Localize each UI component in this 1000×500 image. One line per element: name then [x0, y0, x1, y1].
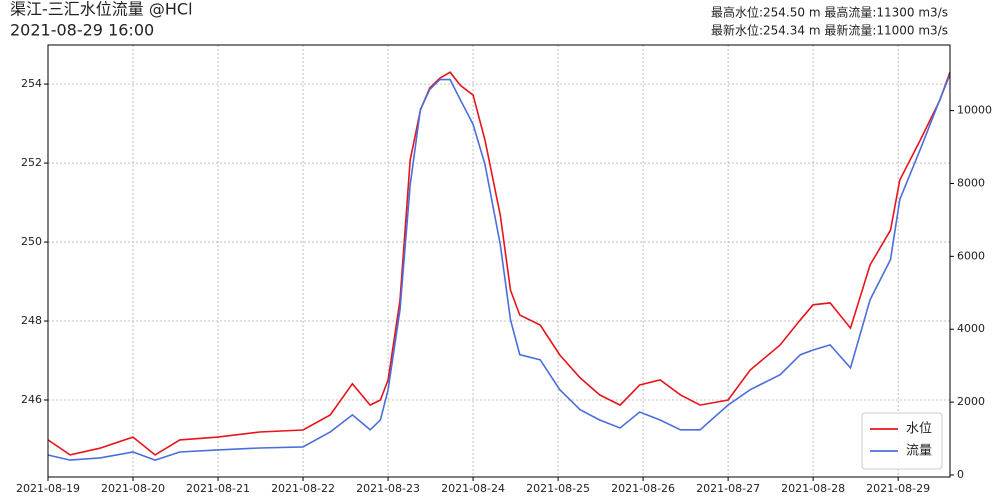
info-max: 最高水位:254.50 m 最高流量:11300 m3/s: [711, 5, 948, 20]
y-tick-label: 254: [21, 77, 42, 90]
y2-tick-label: 6000: [957, 249, 985, 262]
x-tick-label: 2021-08-29: [866, 482, 930, 495]
x-tick-label: 2021-08-28: [781, 482, 845, 495]
y-tick-label: 248: [21, 314, 42, 327]
y2-tick-label: 0: [957, 468, 964, 481]
info-latest: 最新水位:254.34 m 最新流量:11000 m3/s: [711, 23, 948, 38]
chart-subtitle: 2021-08-29 16:00: [10, 21, 154, 40]
series-line: [47, 71, 951, 456]
series-line: [47, 74, 951, 461]
y-tick-label: 246: [21, 393, 42, 406]
plot-frame: [47, 44, 951, 478]
x-tick-label: 2021-08-24: [441, 482, 505, 495]
legend-label: 流量: [906, 444, 932, 459]
y2-tick-label: 10000: [957, 104, 992, 117]
y-tick-label: 252: [21, 156, 42, 169]
x-tick-label: 2021-08-19: [16, 482, 80, 495]
y2-tick-label: 2000: [957, 395, 985, 408]
legend-box: [861, 412, 943, 470]
x-tick-label: 2021-08-25: [526, 482, 590, 495]
x-tick-label: 2021-08-20: [101, 482, 165, 495]
y2-tick-label: 8000: [957, 176, 985, 189]
x-tick-label: 2021-08-26: [611, 482, 675, 495]
x-tick-label: 2021-08-23: [356, 482, 420, 495]
x-tick-label: 2021-08-21: [186, 482, 250, 495]
y-tick-label: 250: [21, 235, 42, 248]
chart-title: 渠江-三汇水位流量 @HCl: [10, 0, 193, 19]
x-tick-label: 2021-08-22: [271, 482, 335, 495]
legend-label: 水位: [906, 422, 932, 437]
y2-tick-label: 4000: [957, 322, 985, 335]
x-tick-label: 2021-08-27: [696, 482, 760, 495]
